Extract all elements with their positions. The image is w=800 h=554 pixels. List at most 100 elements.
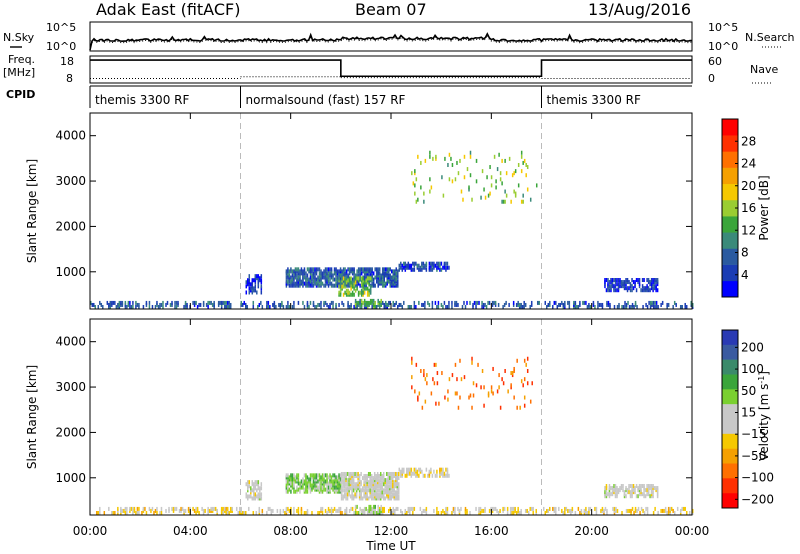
range-cell [469,300,471,305]
range-cell [166,300,169,305]
range-cell [351,280,354,285]
range-cell [285,477,288,482]
range-cell [285,506,288,511]
range-cell [509,511,512,515]
range-cell [246,305,249,309]
range-cell [360,292,363,297]
range-cell [475,179,478,184]
range-cell [306,477,309,482]
range-cell [509,506,512,511]
range-cell [451,305,453,309]
range-cell [347,281,349,286]
range-cell [314,271,316,276]
range-cell [309,489,312,494]
range-cell [318,283,321,288]
range-cell [425,467,428,472]
range-cell [245,482,248,487]
range-cell [114,511,116,515]
range-cell [498,385,500,390]
range-cell [353,275,355,280]
range-cell [335,269,337,274]
range-cell [320,487,322,492]
range-cell [383,271,385,276]
range-cell [647,288,650,293]
range-cell [374,267,376,272]
range-cell [409,469,411,474]
range-cell [356,276,358,281]
range-cell [410,263,413,268]
range-cell [371,281,373,286]
range-cell [305,281,307,286]
range-cell [294,269,297,274]
range-cell [389,300,391,305]
range-cell [339,489,342,494]
range-cell [300,481,303,486]
range-cell [555,511,557,515]
range-cell [335,273,337,278]
range-cell [412,267,414,272]
range-cell [571,506,574,511]
range-cell [394,269,396,274]
range-cell [251,480,254,485]
range-cell [503,506,506,511]
range-cell [363,484,365,489]
range-cell [126,506,128,511]
range-cell [311,275,313,280]
xtick-label: 12:00 [374,524,409,538]
range-cell [354,492,356,497]
range-cell [585,508,587,513]
range-cell [342,282,345,287]
range-cell [421,261,423,266]
range-cell [371,277,373,282]
range-cell [371,506,373,511]
range-cell [332,300,334,305]
range-cell [504,158,506,163]
range-cell [245,494,248,499]
range-cell [385,494,388,499]
range-cell [302,481,304,486]
range-cell [380,511,382,515]
range-cell [375,494,377,499]
range-cell [619,278,621,282]
range-cell [369,511,372,515]
range-cell [303,271,306,276]
range-cell [342,292,345,297]
range-cell [326,477,328,482]
range-cell [407,471,410,476]
range-cell [390,496,392,501]
range-cell [384,281,387,286]
range-cell [256,276,258,281]
range-cell [628,286,630,291]
range-cell [315,483,318,488]
range-cell [435,154,437,159]
range-cell [320,508,322,513]
range-cell [523,358,526,363]
range-cell [460,377,463,382]
range-cell [380,273,382,278]
range-cell [312,271,315,276]
range-cell [293,275,295,280]
range-cell [354,471,356,476]
range-cell [297,506,300,511]
range-cell [266,511,268,515]
range-cell [520,379,523,384]
range-cell [381,508,384,513]
range-cell [650,488,653,493]
range-cell [309,267,312,272]
range-cell [366,480,368,485]
range-cell [387,484,389,489]
range-cell [651,300,653,305]
range-cell [523,305,525,309]
range-cell [442,193,445,198]
range-cell [103,511,106,515]
range-cell [251,286,254,291]
range-cell [293,305,295,309]
range-cell [352,496,355,501]
range-cell [421,263,423,268]
range-cell [306,283,309,288]
range-cell [117,302,119,307]
range-cell [375,490,377,495]
range-cell [429,177,431,182]
range-cell [514,506,516,511]
range-cell [475,506,477,511]
